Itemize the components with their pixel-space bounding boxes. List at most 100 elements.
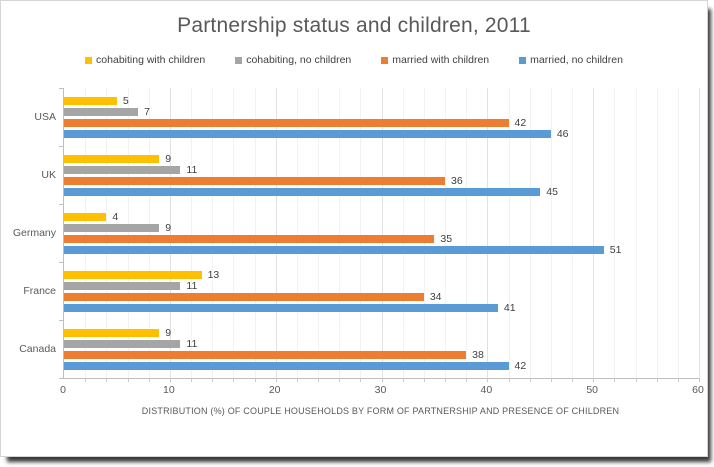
bar-track: 9 xyxy=(64,153,699,165)
x-axis-tick xyxy=(318,378,319,382)
legend-item: cohabiting with children xyxy=(85,54,205,66)
category-row: France 13 11 34 41 xyxy=(23,262,699,320)
legend-color-swatch xyxy=(519,56,527,64)
minor-gridline xyxy=(445,88,446,378)
bar-track: 11 xyxy=(64,337,699,350)
x-axis-tick-label: 60 xyxy=(692,384,704,396)
minor-gridline xyxy=(296,88,298,378)
x-axis-tick xyxy=(339,378,341,382)
bar-value-label: 45 xyxy=(546,185,558,198)
legend-item-label: married, no children xyxy=(530,54,623,66)
bar-value-label: 35 xyxy=(440,232,453,245)
x-axis-tick-label: 40 xyxy=(480,384,493,396)
legend: cohabiting with children cohabiting, no c… xyxy=(1,54,707,66)
bar-track: 45 xyxy=(64,186,699,198)
bar-value-label: 41 xyxy=(503,301,516,314)
bar-value-label: 7 xyxy=(144,105,150,118)
minor-gridline xyxy=(85,88,87,378)
minor-gridline xyxy=(614,88,616,378)
x-axis-tick xyxy=(466,378,468,382)
x-axis-tick-label: 0 xyxy=(60,384,66,396)
bar-value-label: 11 xyxy=(186,279,198,292)
x-axis-tick xyxy=(148,378,150,382)
y-axis-tick xyxy=(59,88,64,89)
bar-value-label: 42 xyxy=(514,359,527,372)
bar-value-label: 51 xyxy=(609,243,622,256)
minor-gridline xyxy=(466,88,468,378)
legend-color-swatch xyxy=(381,56,389,64)
minor-gridline xyxy=(656,88,658,378)
x-axis-tick-label: 30 xyxy=(374,384,387,396)
legend-item: married with children xyxy=(381,54,489,66)
bar: 42 xyxy=(64,117,526,129)
x-axis-tick-labels: 0 10 20 30 40 50 60 xyxy=(60,384,704,397)
bar-value-label: 5 xyxy=(122,94,129,107)
x-axis-tick-label: 10 xyxy=(162,384,175,396)
bar-track: 5 xyxy=(64,94,699,107)
bar-track: 11 xyxy=(64,164,699,176)
x-axis-tick xyxy=(677,378,679,382)
x-axis-tick xyxy=(593,378,595,382)
x-axis-tick xyxy=(212,378,214,382)
major-gridline xyxy=(169,88,171,378)
minor-gridline xyxy=(191,88,192,378)
bar-track: 41 xyxy=(64,301,699,314)
x-axis-tick xyxy=(423,378,425,382)
x-axis-tick xyxy=(169,378,171,382)
bar-value-label: 9 xyxy=(165,326,172,339)
x-axis-tick xyxy=(275,378,277,382)
bar-value-label: 11 xyxy=(186,337,198,350)
x-axis-tick xyxy=(445,378,446,382)
x-axis-tick xyxy=(487,378,489,382)
minor-gridline xyxy=(402,88,404,378)
bar-track: 42 xyxy=(64,117,699,129)
bar: 35 xyxy=(64,233,452,245)
x-axis-tick xyxy=(127,378,129,382)
bar: 51 xyxy=(64,244,621,256)
x-axis-tick xyxy=(360,378,362,382)
minor-gridline xyxy=(254,88,256,378)
major-gridline xyxy=(381,88,383,378)
bar-track: 46 xyxy=(64,128,699,140)
bar-track: 34 xyxy=(64,291,699,303)
legend-item-label: cohabiting with children xyxy=(96,54,206,66)
minor-gridline xyxy=(148,88,150,378)
minor-gridline xyxy=(233,88,235,378)
minor-gridline xyxy=(550,88,552,378)
minor-gridline xyxy=(423,88,425,378)
bar: 42 xyxy=(64,360,526,372)
category-label: UK xyxy=(41,169,56,181)
bar: 46 xyxy=(64,128,569,140)
bar-value-label: 4 xyxy=(112,210,119,223)
bar: 45 xyxy=(64,186,558,198)
bar: 9 xyxy=(64,327,171,339)
bar: 38 xyxy=(64,349,484,361)
minor-gridline xyxy=(318,88,319,378)
x-axis-tick xyxy=(254,378,256,382)
minor-gridline xyxy=(635,88,637,378)
category-row: USA 5 7 42 46 xyxy=(34,88,699,146)
minor-gridline xyxy=(360,88,362,378)
major-gridline xyxy=(593,88,595,378)
bar: 11 xyxy=(64,164,197,176)
x-axis-tick-label: 20 xyxy=(268,384,281,396)
x-axis-tick xyxy=(635,378,637,382)
bar: 7 xyxy=(64,106,150,118)
x-axis-tick-label: 50 xyxy=(586,384,598,396)
bar-track: 9 xyxy=(64,222,699,234)
x-axis-tick xyxy=(106,378,108,382)
bar-track: 11 xyxy=(64,279,699,292)
x-axis-tick xyxy=(402,378,404,382)
x-axis-tick xyxy=(233,378,235,382)
y-axis-tick xyxy=(59,320,64,321)
legend-color-swatch xyxy=(85,56,93,64)
minor-gridline xyxy=(339,88,341,378)
bar-track: 35 xyxy=(64,233,699,245)
category-row: UK 9 11 36 45 xyxy=(41,146,699,204)
minor-gridline xyxy=(127,88,129,378)
bar-value-label: 13 xyxy=(207,268,220,281)
plot-area: USA 5 7 42 46 UK 9 11 36 45 Germany 4 9 35 51 France 13 1… xyxy=(13,88,700,382)
x-axis-tick xyxy=(508,378,510,382)
category-label: USA xyxy=(34,111,56,123)
bar: 4 xyxy=(64,211,118,223)
